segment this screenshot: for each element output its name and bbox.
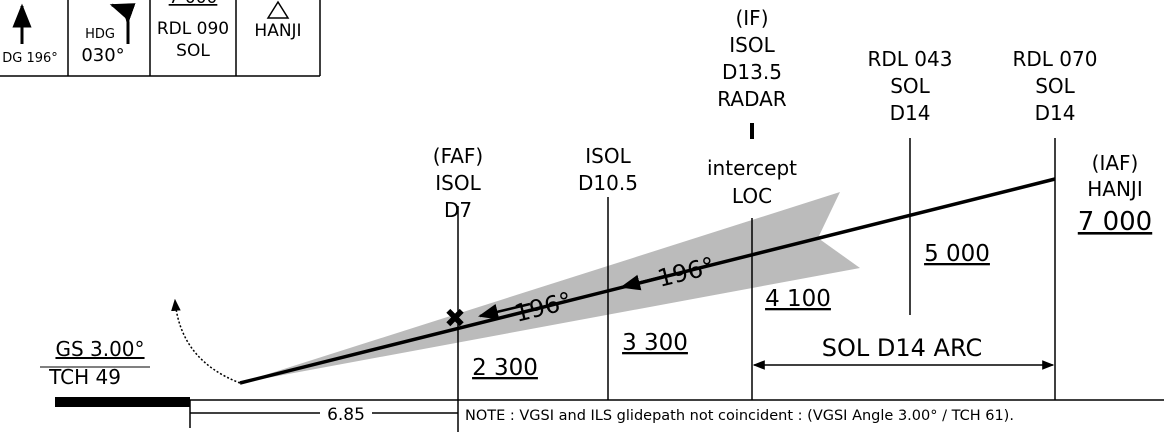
altitude: 2 300 xyxy=(472,355,538,381)
fix-label: SOL xyxy=(890,74,930,98)
faf-symbol: ✖ xyxy=(444,304,466,334)
altitude: 4 100 xyxy=(765,286,831,312)
fix-note: LOC xyxy=(732,184,772,208)
altitude: 5 000 xyxy=(924,241,990,267)
distance: 6.85 xyxy=(327,405,365,425)
arc-label: SOL D14 ARC xyxy=(822,334,982,362)
fix-label: D14 xyxy=(1035,101,1076,125)
missed-approach xyxy=(171,298,241,384)
fix-note: intercept xyxy=(707,156,797,180)
box-fix-name: HANJI xyxy=(254,21,301,41)
legend-boxes: DG 196° HDG 030° 7 000 RDL 090 SOL HANJI xyxy=(0,0,321,77)
hdg-value: 030° xyxy=(81,45,124,66)
fix-label: RDL 070 xyxy=(1013,47,1098,71)
fix-label: ISOL xyxy=(729,33,775,57)
fix-label: (FAF) xyxy=(433,144,483,168)
fix-label: D7 xyxy=(444,198,472,222)
fix-label: D10.5 xyxy=(578,171,638,195)
fix-label: HANJI xyxy=(1087,177,1142,201)
loc-cone xyxy=(240,192,860,383)
fix-label: (IF) xyxy=(735,6,768,30)
fix-label: (IAF) xyxy=(1092,151,1139,175)
iaf-altitude: 7 000 xyxy=(1078,207,1152,237)
fix-label: D13.5 xyxy=(722,60,782,84)
fix-label: SOL xyxy=(1035,74,1075,98)
hdg-label: HDG xyxy=(85,27,115,42)
tch: TCH 49 xyxy=(48,365,121,389)
box-radial: RDL 090 xyxy=(157,19,229,39)
fix-label: D14 xyxy=(890,101,931,125)
heading-text: DG 196° xyxy=(2,51,58,66)
fix-label: ISOL xyxy=(435,171,481,195)
fix-label: RADAR xyxy=(717,87,786,111)
box-station: SOL xyxy=(176,41,210,61)
fix-label: ISOL xyxy=(585,144,631,168)
runway xyxy=(55,397,190,407)
gs-angle: GS 3.00° xyxy=(55,337,144,361)
note: NOTE : VGSI and ILS glidepath not coinci… xyxy=(465,408,1014,424)
altitude: 3 300 xyxy=(622,330,688,356)
fix-label: RDL 043 xyxy=(868,47,953,71)
box-altitude: 7 000 xyxy=(169,0,218,8)
